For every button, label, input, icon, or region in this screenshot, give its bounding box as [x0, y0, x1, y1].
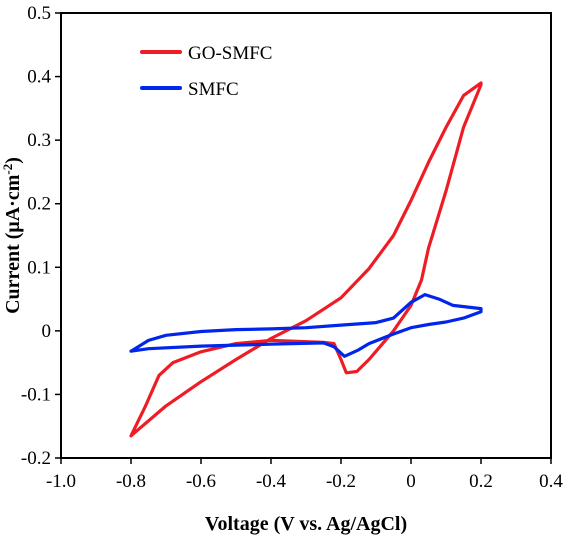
x-tick-label: -1.0 [46, 471, 76, 492]
x-tick-label: -0.2 [326, 471, 356, 492]
series-line-smfc [129, 293, 483, 358]
series-line-go-smfc [129, 81, 483, 438]
x-tick-label: 0.2 [469, 471, 493, 492]
legend-label-go-smfc: GO-SMFC [188, 43, 272, 64]
x-tick-label: -0.4 [256, 471, 287, 492]
y-axis-title: Current (μA·cm-2) [0, 157, 24, 314]
y-axis-title-superscript: -2 [0, 164, 15, 175]
y-tick-label: 0.1 [27, 257, 51, 278]
y-tick-label: 0.3 [27, 130, 51, 151]
legend-label-smfc: SMFC [188, 79, 239, 100]
series-layer [129, 81, 483, 438]
y-axis-ticks: -0.2 -0.1 0 0.1 0.2 0.3 0.4 0.5 [21, 3, 61, 469]
y-tick-label: -0.2 [21, 448, 51, 469]
x-tick-label: -0.8 [116, 471, 146, 492]
plot-frame [60, 12, 552, 459]
legend: GO-SMFC SMFC [140, 43, 272, 100]
y-tick-label: 0.5 [27, 3, 51, 24]
y-tick-label: 0.4 [27, 67, 51, 88]
x-tick-label: 0.4 [539, 471, 563, 492]
y-tick-label: 0 [42, 321, 52, 342]
y-tick-label: -0.1 [21, 384, 51, 405]
x-axis-ticks: -1.0 -0.8 -0.6 -0.4 -0.2 0 0.2 0.4 [46, 458, 563, 492]
y-axis-title-close: ) [2, 157, 24, 164]
x-tick-label: -0.6 [186, 471, 216, 492]
y-tick-label: 0.2 [27, 194, 51, 215]
x-tick-label: 0 [406, 471, 416, 492]
x-axis-title: Voltage (V vs. Ag/AgCl) [205, 513, 407, 535]
y-axis-title-main: Current (μA·cm [2, 174, 24, 314]
